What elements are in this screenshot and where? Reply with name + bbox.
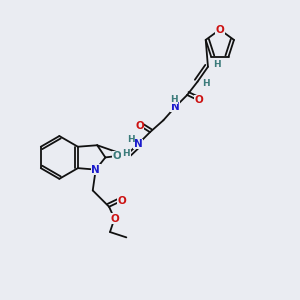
Text: H: H [213,60,221,69]
Text: O: O [113,151,122,161]
Text: O: O [194,95,203,105]
Text: H: H [122,149,129,158]
Text: H: H [202,79,210,88]
Text: N: N [122,150,130,160]
Text: O: O [117,196,126,206]
Text: O: O [135,121,144,130]
Text: O: O [215,25,224,34]
Text: O: O [110,214,119,224]
Text: N: N [91,165,100,175]
Text: H: H [170,95,178,104]
Text: N: N [134,139,142,149]
Text: N: N [171,102,180,112]
Text: H: H [127,135,134,144]
